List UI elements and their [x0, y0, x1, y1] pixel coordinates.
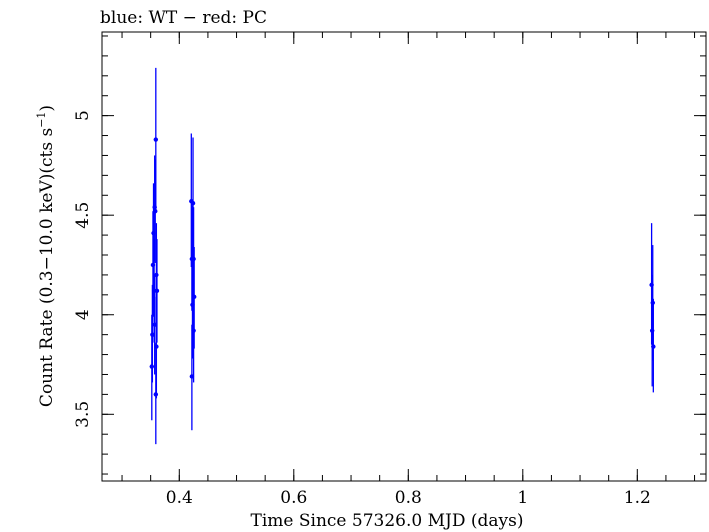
y-tick-labels: 3.5 4 4.5 5: [73, 110, 93, 428]
data-point: [651, 344, 656, 349]
x-tick-label: 1.2: [624, 488, 651, 508]
y-tick-label: 3.5: [73, 401, 93, 428]
y-tick-label: 5: [73, 110, 93, 121]
data-point: [154, 288, 160, 294]
x-axis-label: Time Since 57326.0 MJD (days): [251, 511, 524, 531]
data-point: [191, 294, 197, 300]
y-tick-label: 4.5: [73, 202, 93, 229]
y-axis-label-close: ): [37, 105, 57, 112]
y-axis-label: Count Rate (0.3−10.0 keV)(cts s−1): [35, 105, 57, 407]
y-axis-label-sup: −1: [35, 112, 48, 128]
x-tick-labels: 0.4 0.6 0.8 1 1.2: [166, 488, 651, 508]
y-axis-label-main: Count Rate (0.3−10.0 keV)(cts s: [37, 128, 57, 407]
x-tick-label: 0.8: [395, 488, 422, 508]
x-tick-label: 0.6: [280, 488, 307, 508]
plot-frame: [101, 31, 707, 482]
data-points: [149, 67, 656, 445]
chart-title: blue: WT − red: PC: [100, 8, 267, 28]
x-tick-label: 1: [517, 488, 528, 508]
y-tick-label: 4: [73, 309, 93, 320]
data-point: [154, 344, 159, 349]
data-point: [190, 201, 196, 206]
axis-ticks: [102, 32, 706, 481]
x-tick-label: 0.4: [166, 488, 193, 508]
data-point: [153, 137, 159, 142]
